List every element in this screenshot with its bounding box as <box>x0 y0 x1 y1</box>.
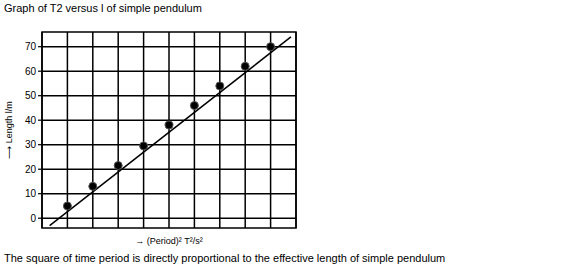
data-point <box>241 62 249 70</box>
data-point <box>114 162 122 170</box>
y-axis-label: ⟶ Length l/m <box>4 101 14 158</box>
data-point <box>190 102 198 110</box>
grid <box>42 32 296 228</box>
y-grid-line <box>42 144 296 146</box>
y-grid-line <box>42 217 296 219</box>
y-tick <box>38 144 42 145</box>
x-grid-line <box>67 32 69 228</box>
y-grid-line <box>42 193 296 195</box>
data-group <box>50 37 291 226</box>
y-tick-label: 30 <box>25 139 37 150</box>
y-tick <box>38 95 42 96</box>
y-tick-label: 70 <box>25 41 37 52</box>
y-tick <box>38 120 42 121</box>
data-point <box>165 121 173 129</box>
x-grid-line <box>270 32 272 228</box>
data-point <box>267 43 275 51</box>
title: Graph of T2 versus l of simple pendulum <box>4 2 202 14</box>
y-tick-label: 40 <box>25 115 37 126</box>
x-grid-line <box>92 32 94 228</box>
y-tick-label: 50 <box>25 90 37 101</box>
x-grid-line <box>244 32 246 228</box>
y-tick <box>38 218 42 219</box>
y-grid-line <box>42 70 296 72</box>
y-tick-label: 60 <box>25 66 37 77</box>
x-grid-line <box>219 32 221 228</box>
y-tick <box>38 193 42 194</box>
y-tick <box>38 169 42 170</box>
y-tick <box>38 71 42 72</box>
x-axis-label: → (Period)² T²/s² <box>135 236 202 246</box>
x-grid-line <box>143 32 145 228</box>
y-grid-line <box>42 46 296 48</box>
y-grid-line <box>42 95 296 97</box>
x-grid-line <box>194 32 196 228</box>
caption: The square of time period is directly pr… <box>4 252 445 264</box>
chart: Graph of T2 versus l of simple pendulum 0… <box>0 0 571 274</box>
y-tick-label: 10 <box>25 188 37 199</box>
data-point <box>89 182 97 190</box>
y-tick-label: 0 <box>30 213 36 224</box>
y-tick-label: 20 <box>25 164 37 175</box>
fit-line <box>50 37 291 226</box>
data-point <box>140 142 148 150</box>
plot-frame <box>42 32 296 228</box>
x-grid-line <box>168 32 170 228</box>
data-point <box>216 82 224 90</box>
y-tick <box>38 46 42 47</box>
y-grid-line <box>42 168 296 170</box>
x-grid-line <box>117 32 119 228</box>
data-point <box>63 202 71 210</box>
